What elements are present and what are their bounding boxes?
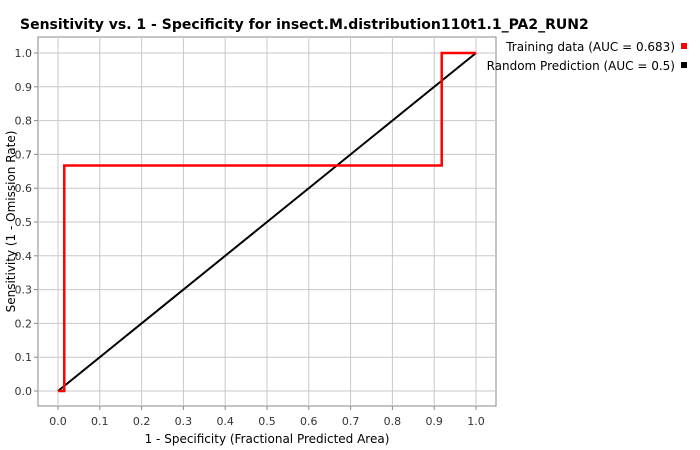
random-prediction-line	[57, 52, 477, 392]
y-tick-label: 0.2	[15, 317, 33, 330]
y-tick-label: 0.0	[15, 385, 33, 398]
legend-label-training-data: Training data (AUC = 0.683)	[505, 40, 675, 54]
x-tick-label: 0.2	[133, 415, 151, 428]
x-tick-label: 0.8	[384, 415, 402, 428]
x-tick-label: 0.7	[342, 415, 360, 428]
chart-title: Sensitivity vs. 1 - Specificity for inse…	[20, 17, 589, 33]
x-tick-label: 0.3	[175, 415, 193, 428]
y-tick-label: 0.3	[15, 284, 33, 297]
axis-ticks: 0.0 0.1 0.2 0.3 0.4 0.5 0.6 0.7 0.8 0.9 1.0 0.0 0.1 0…	[15, 47, 485, 428]
grid-lines	[38, 37, 496, 406]
y-tick-label: 0.8	[15, 115, 33, 128]
y-tick-label: 0.6	[15, 182, 33, 195]
x-tick-label: 0.9	[425, 415, 443, 428]
x-tick-label: 0.5	[258, 415, 276, 428]
y-tick-label: 0.5	[15, 216, 33, 229]
y-tick-label: 0.1	[15, 351, 33, 364]
y-tick-label: 0.9	[15, 81, 33, 94]
x-tick-label: 1.0	[467, 415, 485, 428]
y-axis-label: Sensitivity (1 - Omission Rate)	[4, 131, 18, 313]
x-axis-label: 1 - Specificity (Fractional Predicted Ar…	[145, 432, 390, 446]
training-data-line	[58, 51, 476, 393]
legend-swatch-random-prediction	[681, 62, 687, 68]
legend-swatch-training-data	[681, 43, 687, 49]
y-tick-label: 1.0	[15, 47, 33, 60]
series-lines	[57, 51, 477, 393]
y-tick-label: 0.4	[15, 250, 33, 263]
y-tick-label: 0.7	[15, 148, 33, 161]
legend-label-random-prediction: Random Prediction (AUC = 0.5)	[487, 59, 675, 73]
x-tick-label: 0.6	[300, 415, 318, 428]
x-tick-label: 0.1	[91, 415, 109, 428]
legend: Training data (AUC = 0.683) Random Predic…	[487, 40, 687, 73]
x-tick-label: 0.0	[49, 415, 67, 428]
x-tick-label: 0.4	[216, 415, 234, 428]
